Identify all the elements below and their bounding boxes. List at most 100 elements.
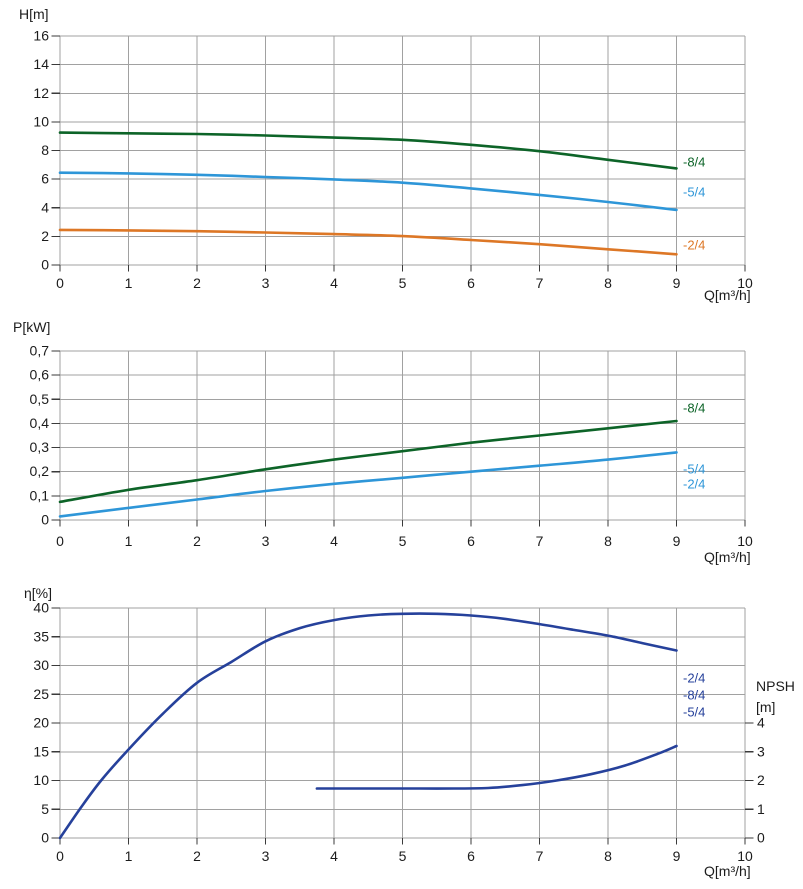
series-curve — [58, 131, 678, 170]
x-tick-label: 4 — [330, 533, 338, 549]
x-tick-label: 8 — [604, 848, 612, 864]
x-tick-label: 4 — [330, 848, 338, 864]
x-tick-label: 8 — [604, 275, 612, 291]
npsh-tick-label: 3 — [757, 743, 765, 759]
x-tick-label: 10 — [737, 848, 753, 864]
x-tick-label: 5 — [399, 533, 407, 549]
x-tick-label: 5 — [399, 848, 407, 864]
npsh-axis-unit: [m] — [756, 699, 776, 715]
y-tick-label: 8 — [41, 142, 49, 158]
x-tick-label: 3 — [262, 848, 270, 864]
x-tick-label: 5 — [399, 275, 407, 291]
series-label: -2/4 — [683, 671, 705, 686]
series-curve — [58, 228, 678, 256]
x-tick-label: 3 — [262, 533, 270, 549]
x-tick-label: 7 — [536, 533, 544, 549]
y-tick-label: 0,7 — [30, 343, 50, 359]
y-tick-label: 30 — [33, 657, 49, 673]
y-tick-label: 14 — [33, 56, 49, 72]
x-tick-label: 7 — [536, 848, 544, 864]
y-tick-label: 6 — [41, 171, 49, 187]
y-tick-label: 0,4 — [30, 415, 50, 431]
x-tick-label: 9 — [673, 533, 681, 549]
x-tick-label: 1 — [125, 533, 133, 549]
series-label: -5/4 — [683, 185, 705, 200]
power-axis-title: P[kW] — [13, 319, 51, 335]
series-label: -2/4 — [683, 238, 705, 253]
x-tick-label: 4 — [330, 275, 338, 291]
x-tick-label: 6 — [467, 848, 475, 864]
x-tick-label: 0 — [56, 533, 64, 549]
x-tick-label: 10 — [737, 275, 753, 291]
series-label: -5/4 — [683, 705, 705, 720]
y-tick-label: 25 — [33, 686, 49, 702]
npsh-tick-label: 4 — [757, 715, 765, 731]
x-tick-label: 1 — [125, 848, 133, 864]
head-axis-title: H[m] — [19, 6, 49, 22]
series-label: -8/4 — [683, 688, 705, 703]
tick-marks — [51, 35, 746, 272]
series-label: -5/4 — [683, 462, 705, 477]
x-tick-label: 10 — [737, 533, 753, 549]
grid-lines — [59, 350, 746, 521]
series-label: -8/4 — [683, 401, 705, 416]
y-tick-label: 0,3 — [30, 439, 50, 455]
x-tick-label: 3 — [262, 275, 270, 291]
series-label: -2/4 — [683, 477, 705, 492]
y-tick-label: 0,2 — [30, 463, 50, 479]
y-tick-label: 12 — [33, 85, 49, 101]
x-tick-label: 2 — [193, 848, 201, 864]
x-tick-label: 2 — [193, 533, 201, 549]
tick-marks — [51, 350, 746, 527]
x-tick-label: 2 — [193, 275, 201, 291]
head-flow-axis-label: Q[m³/h] — [704, 287, 751, 303]
y-tick-label: 0,1 — [30, 487, 50, 503]
npsh-tick-label: 1 — [757, 801, 765, 817]
x-tick-label: 7 — [536, 275, 544, 291]
series-curve — [58, 419, 678, 504]
y-tick-label: 10 — [33, 772, 49, 788]
series-curve — [315, 744, 678, 790]
y-tick-label: 35 — [33, 628, 49, 644]
x-tick-label: 9 — [673, 848, 681, 864]
npsh-tick-label: 0 — [757, 830, 765, 846]
series-curve — [58, 171, 678, 212]
y-tick-label: 0 — [41, 512, 49, 528]
y-tick-label: 20 — [33, 715, 49, 731]
series-curve — [58, 451, 678, 518]
grid-lines — [59, 607, 746, 839]
y-tick-label: 16 — [33, 28, 49, 44]
x-tick-label: 9 — [673, 275, 681, 291]
npsh-tick-label: 2 — [757, 772, 765, 788]
x-tick-label: 0 — [56, 275, 64, 291]
y-tick-label: 2 — [41, 228, 49, 244]
eff-flow-axis-label: Q[m³/h] — [704, 863, 751, 879]
power-curve: 0 1 2 3 4 5 6 7 8 9 10 0 0,1 0,2 0,3 0,4 0,5 0,6 0,7 -8/4 -5… — [30, 343, 753, 550]
y-tick-label: 10 — [33, 113, 49, 129]
efficiency-npsh-curve: 0 1 2 3 4 5 6 7 8 9 10051015202530354001234-2/4-8/… — [33, 600, 765, 865]
efficiency-axis-title: η[%] — [24, 585, 53, 601]
x-tick-label: 0 — [56, 848, 64, 864]
y-tick-label: 15 — [33, 743, 49, 759]
tick-marks — [51, 607, 754, 845]
tick-labels: 0 1 2 3 4 5 6 7 8 9 10 0 0,1 0,2 0,3 0,4 0,5 0,6 0,7 — [30, 343, 753, 550]
y-tick-label: 0,5 — [30, 391, 50, 407]
x-tick-label: 1 — [125, 275, 133, 291]
series-curve — [58, 612, 678, 840]
y-tick-label: 4 — [41, 199, 49, 215]
x-tick-label: 8 — [604, 533, 612, 549]
y-tick-label: 40 — [33, 600, 49, 616]
series-label: -8/4 — [683, 155, 705, 170]
y-tick-label: 0,6 — [30, 367, 50, 383]
y-tick-label: 5 — [41, 801, 49, 817]
x-tick-label: 6 — [467, 275, 475, 291]
y-tick-label: 0 — [41, 830, 49, 846]
y-tick-label: 0 — [41, 257, 49, 273]
x-tick-label: 6 — [467, 533, 475, 549]
power-flow-axis-label: Q[m³/h] — [704, 549, 751, 565]
